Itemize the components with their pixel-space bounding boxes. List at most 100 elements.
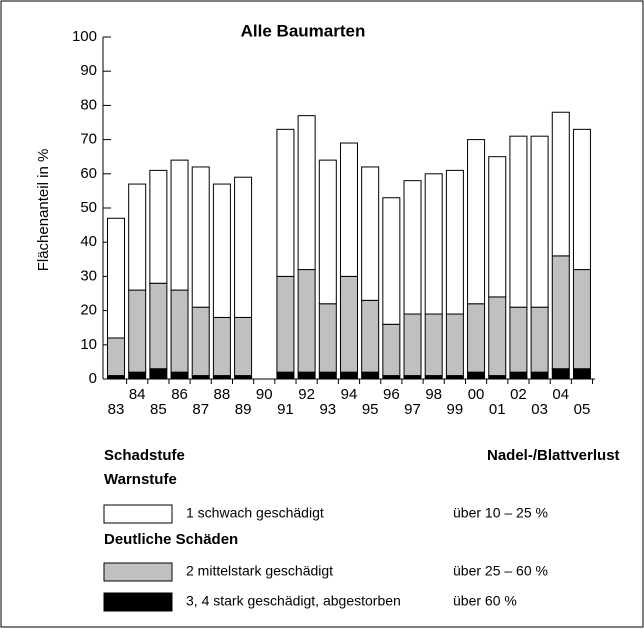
x-tick-label: 88 (214, 386, 231, 403)
x-tick-label: 83 (108, 401, 125, 418)
y-tick-label: 70 (80, 131, 97, 148)
x-tick-label: 90 (256, 386, 273, 403)
bar-segment (424, 173, 443, 315)
bar-segment (382, 375, 401, 380)
bar-segment (445, 313, 464, 377)
chart-title: Alle Baumarten (241, 21, 366, 40)
legend-group: Deutliche Schäden (104, 531, 238, 548)
bar-segment (467, 139, 486, 305)
legend-range: über 25 – 60 % (453, 563, 548, 579)
x-tick-label: 01 (489, 401, 506, 418)
bar-segment (149, 282, 168, 370)
bar-segment (170, 159, 189, 291)
bar-segment (361, 371, 380, 380)
legend-heading: Schadstufe (104, 447, 185, 464)
bar-segment (170, 289, 189, 373)
bar-segment (530, 135, 549, 308)
bar-segment (361, 299, 380, 373)
bar-segment (276, 371, 295, 380)
bar-segment (339, 142, 358, 277)
legend-swatch (103, 562, 173, 582)
bar-segment (234, 375, 253, 380)
bar-segment (149, 169, 168, 284)
bar-segment (445, 169, 464, 315)
bar-segment (107, 217, 125, 339)
bar-segment (424, 313, 443, 377)
bar-segment (572, 368, 591, 380)
bar-segment (234, 176, 253, 318)
bar-segment (212, 375, 231, 380)
bar-segment (488, 156, 507, 298)
y-tick-label: 10 (80, 336, 97, 353)
bar-segment (318, 303, 337, 373)
x-tick-label: 91 (277, 401, 294, 418)
x-tick-label: 04 (552, 386, 569, 403)
bar-segment (488, 296, 507, 377)
x-tick-label: 92 (298, 386, 315, 403)
bar-segment (551, 255, 570, 370)
x-tick-label: 99 (447, 401, 464, 418)
legend-swatch (103, 592, 173, 612)
legend-label: 3, 4 stark geschädigt, abgestorben (186, 593, 401, 609)
y-tick-label: 60 (80, 165, 97, 182)
x-tick-label: 94 (341, 386, 358, 403)
bar-segment (403, 313, 422, 377)
y-axis-label: Flächenanteil in % (35, 149, 52, 272)
x-tick-label: 85 (150, 401, 167, 418)
x-tick-label: 03 (531, 401, 548, 418)
y-tick-label: 90 (80, 62, 97, 79)
bar-segment (572, 128, 591, 271)
bar-segment (551, 111, 570, 257)
bar-segment (361, 166, 380, 301)
bar-segment (191, 375, 210, 380)
bar-segment (382, 323, 401, 377)
y-tick-label: 30 (80, 267, 97, 284)
x-tick-label: 93 (319, 401, 336, 418)
bar-segment (318, 159, 337, 305)
legend-range: über 10 – 25 % (453, 505, 548, 521)
x-tick-label: 87 (192, 401, 209, 418)
bar-segment (276, 275, 295, 373)
bar-segment (107, 337, 125, 377)
x-tick-label: 95 (362, 401, 379, 418)
bar-segment (212, 316, 231, 377)
x-tick-label: 98 (425, 386, 442, 403)
bar-segment (318, 371, 337, 380)
bar-segment (530, 306, 549, 373)
bar-segment (467, 371, 486, 380)
bar-segment (509, 371, 528, 380)
bar-segment (170, 371, 189, 380)
bar-segment (149, 368, 168, 380)
bar-segment (551, 368, 570, 380)
legend-swatch (103, 504, 173, 524)
x-tick-label: 96 (383, 386, 400, 403)
x-tick-label: 02 (510, 386, 527, 403)
bar-segment (467, 303, 486, 373)
y-tick-label: 80 (80, 96, 97, 113)
y-tick-label: 0 (89, 370, 97, 387)
legend-label: 2 mittelstark geschädigt (186, 563, 333, 579)
bar-segment (297, 371, 316, 380)
bar-segment (445, 375, 464, 380)
x-tick-label: 00 (468, 386, 485, 403)
bar-segment (297, 269, 316, 373)
bar-segment (128, 289, 147, 373)
y-tick-label: 50 (80, 199, 97, 216)
bar-segment (572, 269, 591, 370)
bar-segment (234, 316, 253, 377)
legend-label: 1 schwach geschädigt (186, 505, 324, 521)
bar-segment (339, 275, 358, 373)
legend-group: Warnstufe (104, 471, 177, 488)
bar-segment (191, 166, 210, 308)
bar-segment (424, 375, 443, 380)
bar-segment (128, 183, 147, 291)
y-tick-label: 20 (80, 302, 97, 319)
bar-segment (509, 135, 528, 308)
x-tick-label: 89 (235, 401, 252, 418)
x-tick-label: 84 (129, 386, 146, 403)
bar-segment (509, 306, 528, 373)
legend-column: Nadel-/Blattverlust (487, 447, 620, 464)
x-tick-label: 97 (404, 401, 421, 418)
bar-segment (276, 128, 295, 277)
bar-segment (403, 180, 422, 315)
